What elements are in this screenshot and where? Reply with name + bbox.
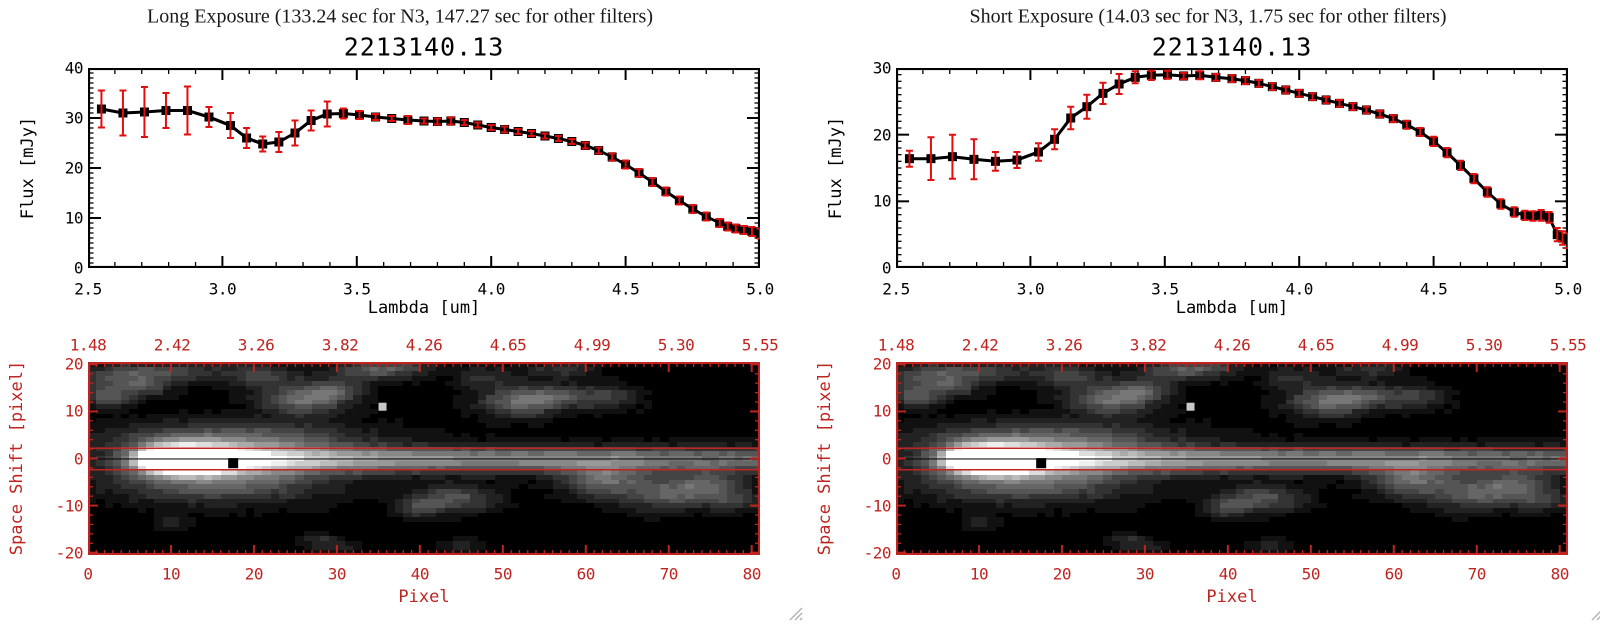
image-x-tick-label: 20 xyxy=(244,564,264,584)
spectrum-y-tick-label: 20 xyxy=(872,125,892,145)
spectrum-x-tick-label: 2.5 xyxy=(74,279,102,299)
image-x-axis-label: Pixel xyxy=(398,587,450,607)
image-x-tick-label: 50 xyxy=(1301,564,1321,584)
spectrum-x-tick-label: 5.0 xyxy=(746,279,774,299)
image-wavelength-tick-label: 5.55 xyxy=(1549,335,1587,355)
spectrum-x-tick-label: 3.5 xyxy=(1151,279,1179,299)
exposure-title: Short Exposure (14.03 sec for N3, 1.75 s… xyxy=(969,5,1447,28)
image-y-tick-label: 10 xyxy=(872,401,892,421)
spectrum-plot-canvas xyxy=(896,68,1568,268)
spectral-image-canvas xyxy=(88,362,760,555)
image-wavelength-tick-label: 3.82 xyxy=(1129,335,1167,355)
image-wavelength-tick-label: 5.30 xyxy=(657,335,695,355)
spectrum-y-tick-label: 40 xyxy=(64,58,84,78)
spectrum-x-tick-label: 4.5 xyxy=(1419,279,1448,299)
image-x-tick-label: 30 xyxy=(1135,564,1155,584)
image-x-tick-label: 70 xyxy=(1467,564,1487,584)
image-wavelength-tick-label: 5.30 xyxy=(1465,335,1503,355)
image-x-tick-label: 80 xyxy=(742,564,762,584)
image-y-tick-label: 10 xyxy=(64,401,84,421)
image-x-tick-label: 70 xyxy=(659,564,679,584)
spectrum-x-tick-label: 3.5 xyxy=(343,279,371,299)
image-x-tick-label: 0 xyxy=(891,564,901,584)
spectrum-plot-canvas xyxy=(88,68,760,268)
spectrum-x-axis-label: Lambda [um] xyxy=(367,298,481,318)
image-y-tick-label: 0 xyxy=(881,449,892,468)
image-wavelength-tick-label: 2.42 xyxy=(153,335,191,355)
image-y-tick-label: -20 xyxy=(55,543,84,563)
image-wavelength-tick-label: 4.65 xyxy=(1297,335,1335,355)
resize-grip-icon[interactable] xyxy=(786,604,804,622)
image-x-tick-label: 10 xyxy=(969,564,989,584)
spectrum-x-axis-label: Lambda [um] xyxy=(1175,298,1289,318)
image-y-tick-label: 20 xyxy=(64,354,84,374)
spectral-image-canvas xyxy=(896,362,1568,555)
spectrum-y-tick-label: 30 xyxy=(872,58,892,78)
image-y-tick-label: -10 xyxy=(863,496,892,516)
image-wavelength-tick-label: 2.42 xyxy=(961,335,999,355)
spectrum-y-tick-label: 0 xyxy=(73,258,84,278)
image-x-tick-label: 60 xyxy=(576,564,596,584)
spectrum-x-tick-label: 2.5 xyxy=(882,279,910,299)
image-x-tick-label: 60 xyxy=(1384,564,1404,584)
image-wavelength-tick-label: 5.55 xyxy=(741,335,779,355)
spectrum-y-tick-label: 10 xyxy=(872,191,892,211)
image-x-tick-label: 10 xyxy=(161,564,181,584)
image-wavelength-tick-label: 1.48 xyxy=(877,335,915,355)
spectrum-plot-title: 2213140.13 xyxy=(343,32,505,62)
image-y-tick-label: -10 xyxy=(55,496,84,516)
image-wavelength-tick-label: 4.99 xyxy=(573,335,611,355)
spectrum-y-axis-label: Flux [mJy] xyxy=(826,116,846,220)
image-y-axis-label: Space Shift [pixel] xyxy=(815,360,835,556)
spectrum-y-tick-label: 0 xyxy=(881,258,892,278)
spectrum-y-tick-label: 30 xyxy=(64,108,84,128)
spectrum-y-axis-label: Flux [mJy] xyxy=(18,116,38,220)
image-wavelength-tick-label: 3.82 xyxy=(321,335,359,355)
spectrum-x-tick-label: 3.0 xyxy=(1016,279,1045,299)
image-x-axis-label: Pixel xyxy=(1206,587,1258,607)
image-x-tick-label: 40 xyxy=(1218,564,1238,584)
long-exposure-panel: Long Exposure (133.24 sec for N3, 147.27… xyxy=(7,5,803,621)
image-wavelength-tick-label: 3.26 xyxy=(237,335,275,355)
spectrum-x-tick-label: 4.5 xyxy=(611,279,640,299)
image-wavelength-tick-label: 3.26 xyxy=(1045,335,1083,355)
image-y-tick-label: 20 xyxy=(872,354,892,374)
image-y-axis-label: Space Shift [pixel] xyxy=(7,360,27,556)
image-wavelength-tick-label: 4.26 xyxy=(405,335,443,355)
image-wavelength-tick-label: 1.48 xyxy=(69,335,107,355)
image-x-tick-label: 80 xyxy=(1550,564,1570,584)
spectrum-x-tick-label: 5.0 xyxy=(1554,279,1582,299)
exposure-title: Long Exposure (133.24 sec for N3, 147.27… xyxy=(147,5,653,28)
short-exposure-panel: Short Exposure (14.03 sec for N3, 1.75 s… xyxy=(808,0,1600,630)
image-y-tick-label: 0 xyxy=(73,449,84,468)
image-wavelength-tick-label: 4.26 xyxy=(1213,335,1251,355)
resize-grip-icon[interactable] xyxy=(1588,604,1600,622)
spectrum-plot-title: 2213140.13 xyxy=(1151,32,1313,62)
image-wavelength-tick-label: 4.65 xyxy=(489,335,527,355)
spectrum-y-tick-label: 10 xyxy=(64,208,84,228)
image-wavelength-tick-label: 4.99 xyxy=(1381,335,1419,355)
image-x-tick-label: 30 xyxy=(327,564,347,584)
image-x-tick-label: 40 xyxy=(410,564,430,584)
spectrum-x-tick-label: 4.0 xyxy=(1285,279,1313,299)
spectrum-x-tick-label: 4.0 xyxy=(477,279,505,299)
image-y-tick-label: -20 xyxy=(863,543,892,563)
spectrum-x-tick-label: 3.0 xyxy=(208,279,237,299)
image-x-tick-label: 0 xyxy=(83,564,93,584)
image-x-tick-label: 50 xyxy=(493,564,513,584)
spectrum-y-tick-label: 20 xyxy=(64,158,84,178)
image-x-tick-label: 20 xyxy=(1052,564,1072,584)
